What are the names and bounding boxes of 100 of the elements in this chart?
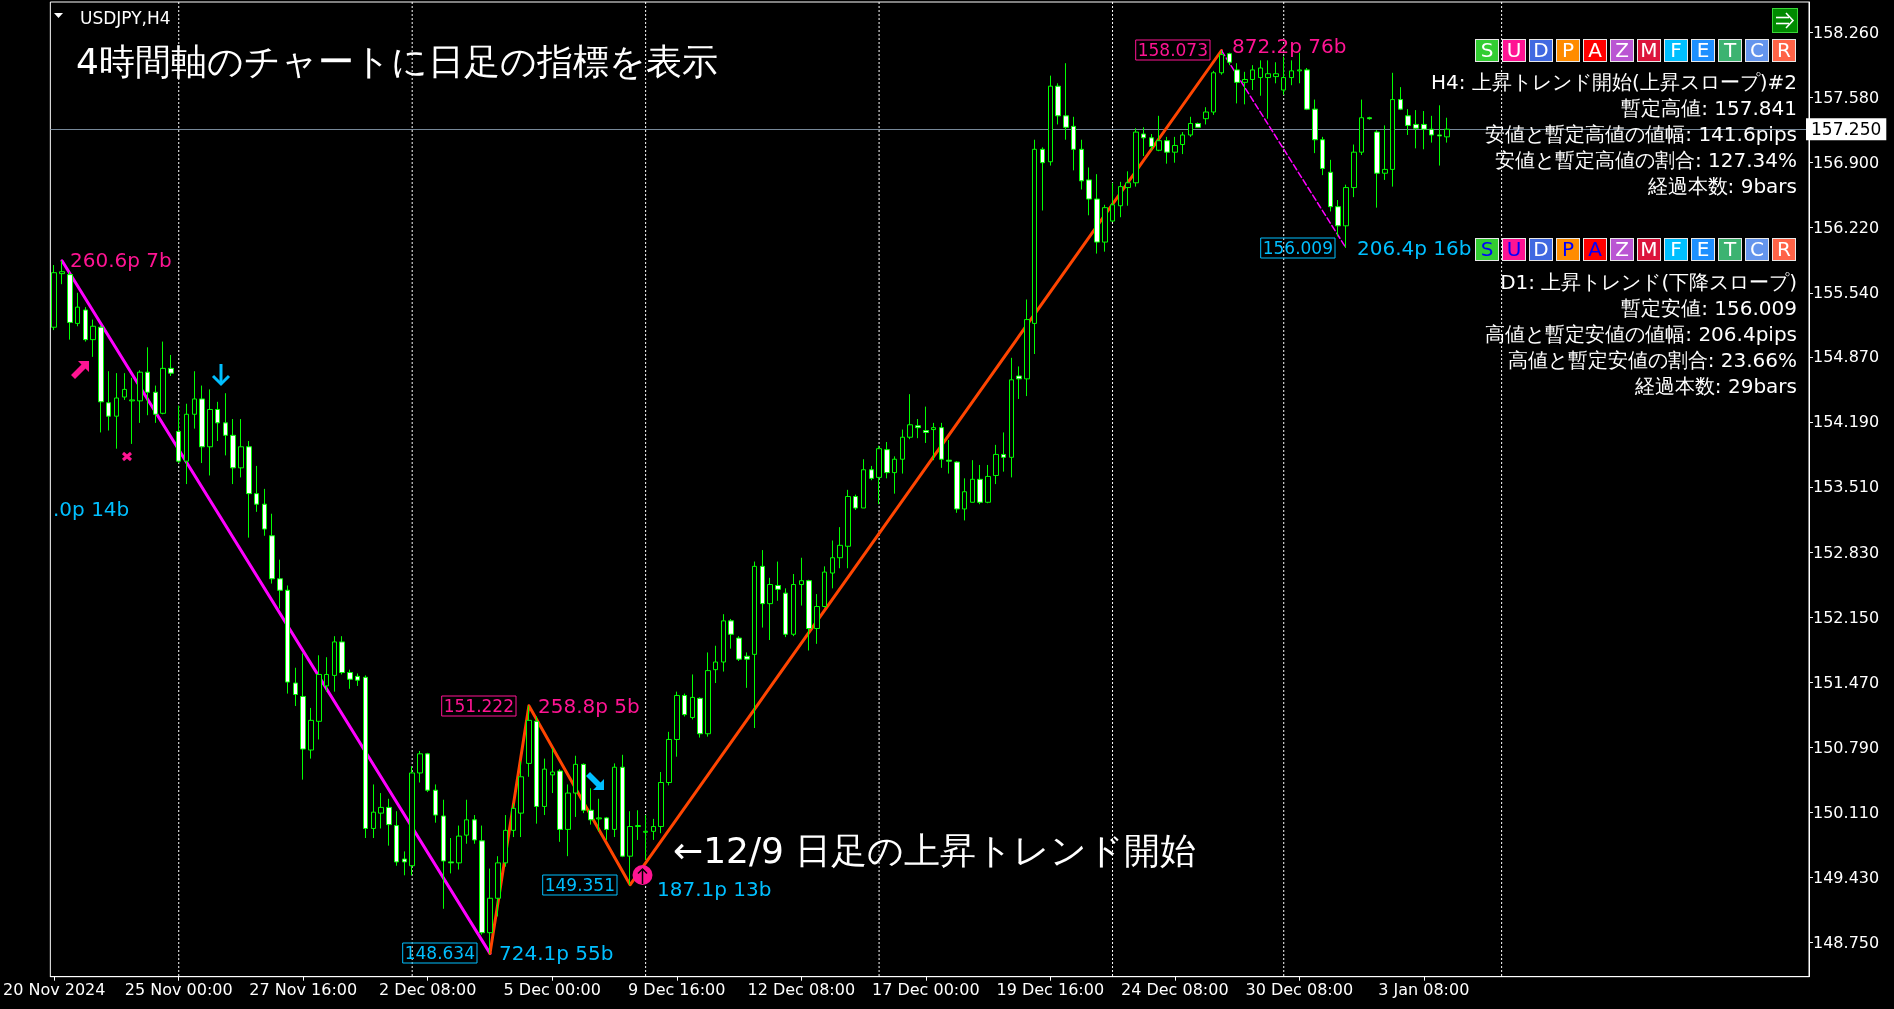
candlestick xyxy=(635,809,641,841)
candlestick xyxy=(682,693,687,718)
candlestick xyxy=(1343,184,1349,249)
candlestick xyxy=(145,346,150,416)
candlestick xyxy=(581,762,586,814)
candlestick xyxy=(612,762,617,838)
candlestick xyxy=(1180,131,1185,155)
candlestick xyxy=(1320,136,1325,176)
candlestick xyxy=(472,814,477,845)
candlestick xyxy=(977,464,983,505)
t-button[interactable]: T xyxy=(1718,238,1742,261)
annotation: 158.073 xyxy=(1137,40,1208,60)
candlestick xyxy=(550,747,555,794)
u-button[interactable]: U xyxy=(1502,238,1526,261)
candlestick xyxy=(1125,170,1131,207)
candlestick xyxy=(1188,116,1193,138)
f-button[interactable]: F xyxy=(1664,238,1688,261)
candlestick xyxy=(1102,204,1108,253)
candlestick xyxy=(75,292,80,327)
candlestick xyxy=(269,513,275,585)
t-button[interactable]: T xyxy=(1718,39,1742,62)
candlestick xyxy=(1328,159,1333,212)
z-button[interactable]: Z xyxy=(1610,238,1634,261)
candlestick xyxy=(464,799,469,845)
x-tick-label: 12 Dec 08:00 xyxy=(747,980,856,1000)
candlestick xyxy=(1009,357,1014,478)
e-button[interactable]: E xyxy=(1691,39,1715,62)
candlestick xyxy=(417,750,423,784)
candlestick xyxy=(230,418,236,485)
candlestick xyxy=(690,673,695,720)
annotation: 安値と暫定高値の値幅: 141.6pips xyxy=(1485,122,1797,146)
candlestick xyxy=(300,652,306,781)
candlestick xyxy=(1413,109,1419,149)
candlestick xyxy=(674,691,680,758)
candlestick xyxy=(643,814,648,861)
candlestick xyxy=(760,549,765,629)
annotation: 148.634 xyxy=(404,943,475,963)
candlestick xyxy=(402,850,407,876)
p-button[interactable]: P xyxy=(1556,39,1580,62)
x-tick-label: 25 Nov 00:00 xyxy=(124,980,233,1000)
z-button[interactable]: Z xyxy=(1610,39,1634,62)
r-button[interactable]: R xyxy=(1772,39,1796,62)
c-button[interactable]: C xyxy=(1745,238,1769,261)
candlestick xyxy=(293,667,298,707)
x-tick-label: 17 Dec 00:00 xyxy=(871,980,980,1000)
s-button[interactable]: S xyxy=(1475,39,1499,62)
d-button[interactable]: D xyxy=(1529,39,1553,62)
m-button[interactable]: M xyxy=(1637,238,1661,261)
candlestick xyxy=(1063,62,1069,141)
candlestick xyxy=(129,377,135,445)
candlestick xyxy=(1032,139,1037,355)
candlestick xyxy=(799,557,804,607)
annotation: 156.009 xyxy=(1262,238,1333,258)
candlestick xyxy=(1312,99,1318,154)
candlestick xyxy=(98,324,104,433)
c-button[interactable]: C xyxy=(1745,39,1769,62)
candlestick xyxy=(448,837,454,874)
annotation: 724.1p 55b xyxy=(499,941,614,965)
candlestick xyxy=(542,758,547,816)
candlestick xyxy=(845,489,851,569)
annotation: 187.1p 13b xyxy=(657,877,772,901)
d-button[interactable]: D xyxy=(1529,238,1553,261)
a-button[interactable]: A xyxy=(1583,238,1607,261)
candlestick xyxy=(1094,173,1100,255)
r-button[interactable]: R xyxy=(1772,238,1796,261)
candlestick xyxy=(1273,61,1279,84)
candlestick xyxy=(339,635,345,675)
x-tick-label: 30 Dec 08:00 xyxy=(1245,980,1354,1000)
candlestick xyxy=(59,260,65,285)
x-tick-label: 2 Dec 08:00 xyxy=(379,980,477,1000)
candlestick xyxy=(511,803,516,838)
x-tick-label: 20 Nov 2024 xyxy=(2,980,106,1000)
e-button[interactable]: E xyxy=(1691,238,1715,261)
candlestick xyxy=(822,565,827,608)
candlestick xyxy=(697,696,703,739)
y-tick-label: 152.150 xyxy=(1813,607,1880,627)
candlestick xyxy=(137,369,143,424)
candlestick xyxy=(767,577,773,641)
y-tick-label: 151.470 xyxy=(1813,672,1880,692)
candlestick xyxy=(565,783,571,857)
candlestick xyxy=(192,370,197,430)
candlestick xyxy=(1429,115,1434,144)
p-button[interactable]: P xyxy=(1556,238,1580,261)
x-tick-label: 27 Nov 16:00 xyxy=(249,980,358,1000)
candlestick xyxy=(184,403,189,485)
f-button[interactable]: F xyxy=(1664,39,1688,62)
a-button[interactable]: A xyxy=(1583,39,1607,62)
candlestick xyxy=(775,561,781,602)
candlestick xyxy=(1227,52,1232,66)
candlestick xyxy=(394,810,399,867)
s-button[interactable]: S xyxy=(1475,238,1499,261)
y-tick-label: 148.750 xyxy=(1813,932,1880,952)
candlestick xyxy=(308,707,314,760)
m-button[interactable]: M xyxy=(1637,39,1661,62)
u-button[interactable]: U xyxy=(1502,39,1526,62)
candlestick xyxy=(277,559,283,609)
candlestick xyxy=(884,441,890,479)
chart-title: USDJPY,H4 xyxy=(80,7,171,28)
candlestick xyxy=(1398,86,1403,111)
candlestick xyxy=(869,465,874,481)
